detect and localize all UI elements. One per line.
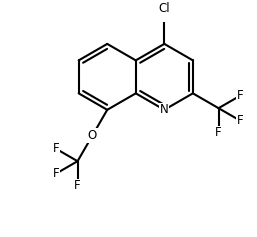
Text: F: F: [53, 167, 59, 180]
Text: Cl: Cl: [159, 2, 170, 15]
Text: F: F: [215, 126, 222, 139]
Text: N: N: [160, 103, 169, 116]
Text: F: F: [237, 89, 243, 102]
Text: F: F: [74, 179, 81, 192]
Text: F: F: [53, 142, 59, 155]
Text: O: O: [88, 129, 97, 142]
Text: F: F: [237, 114, 243, 127]
